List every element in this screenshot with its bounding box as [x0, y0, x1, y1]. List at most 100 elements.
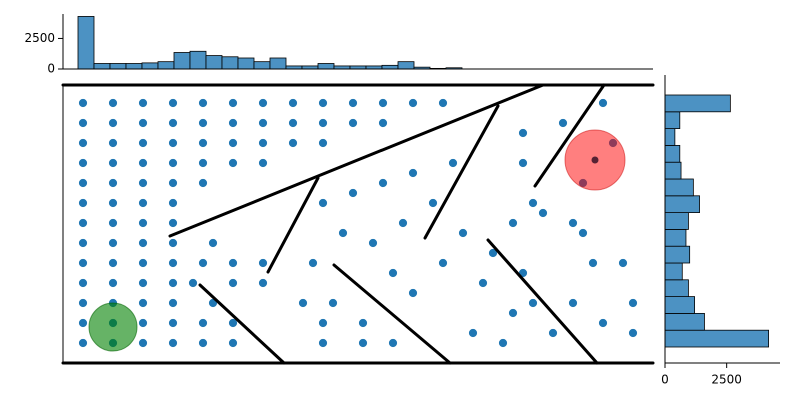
scatter-point [388, 338, 398, 348]
scatter-point [258, 258, 268, 268]
scatter-point [298, 298, 308, 308]
scatter-point [258, 138, 268, 148]
scatter-point [138, 218, 148, 228]
scatter-point [438, 98, 448, 108]
scatter-point [468, 328, 478, 338]
histogram-bar [664, 178, 694, 197]
scatter-point [228, 278, 238, 288]
scatter-point [78, 298, 88, 308]
scatter-point [78, 278, 88, 288]
scatter-point [138, 258, 148, 268]
scatter-point [538, 208, 548, 218]
histogram-bar [157, 61, 175, 70]
scatter-point [168, 198, 178, 208]
scatter-point [548, 328, 558, 338]
scatter-point [628, 298, 638, 308]
histogram-bar [125, 63, 143, 70]
scatter-point [138, 278, 148, 288]
scatter-point [108, 258, 118, 268]
histogram-bar [205, 55, 223, 70]
scatter-point [138, 98, 148, 108]
histogram-bar [664, 296, 696, 314]
scatter-point [108, 218, 118, 228]
scatter-point [428, 198, 438, 208]
scatter-point [198, 118, 208, 128]
scatter-point [78, 258, 88, 268]
scatter-point [188, 278, 198, 288]
scatter-point [78, 318, 88, 328]
scatter-point [618, 258, 628, 268]
scatter-point [108, 198, 118, 208]
scatter-point [518, 158, 528, 168]
scatter-point [378, 118, 388, 128]
histogram-bar [93, 63, 111, 70]
scatter-point [258, 98, 268, 108]
scatter-point [388, 268, 398, 278]
scatter-point [288, 138, 298, 148]
histogram-bar [237, 57, 255, 70]
scatter-point [258, 118, 268, 128]
scatter-point [138, 178, 148, 188]
scatter-point [138, 138, 148, 148]
scatter-point [108, 238, 118, 248]
histogram-bar [189, 50, 207, 70]
scatter-point [168, 238, 178, 248]
scatter-point [78, 178, 88, 188]
histogram-bar [77, 16, 95, 70]
scatter-point [198, 158, 208, 168]
scatter-point [78, 238, 88, 248]
scatter-point [558, 118, 568, 128]
scatter-point [508, 218, 518, 228]
histogram-bar [317, 63, 335, 70]
histogram-bar [664, 262, 683, 281]
scatter-point [138, 238, 148, 248]
scatter-point [528, 298, 538, 308]
scatter-point [448, 158, 458, 168]
histogram-bar [381, 64, 399, 70]
scatter-point [488, 248, 498, 258]
walls [61, 83, 655, 365]
histogram-bar [221, 56, 239, 70]
scatter-point [78, 198, 88, 208]
scatter-point [168, 158, 178, 168]
scatter-point [498, 338, 508, 348]
y-tick-label: 2500 [24, 31, 55, 45]
scatter-point [228, 158, 238, 168]
y-tick-label: 0 [47, 62, 55, 76]
scatter-point [228, 98, 238, 108]
scatter-point [318, 318, 328, 328]
scatter-point [168, 178, 178, 188]
histogram-bar [664, 245, 691, 264]
histogram-bar [664, 161, 682, 180]
scatter-point [478, 278, 488, 288]
scatter-point [138, 338, 148, 348]
scatter-point [348, 188, 358, 198]
scatter-point [408, 288, 418, 298]
scatter-point [138, 158, 148, 168]
scatter-point [228, 318, 238, 328]
scatter-point [198, 258, 208, 268]
histogram-bar [664, 329, 769, 348]
scatter-point [78, 338, 88, 348]
scatter-point [198, 338, 208, 348]
scatter-point [318, 338, 328, 348]
scatter-point [258, 158, 268, 168]
scatter-point [568, 218, 578, 228]
wall [423, 104, 500, 240]
scatter-point [168, 98, 178, 108]
histogram-bar [664, 312, 705, 331]
scatter-point [108, 138, 118, 148]
scatter-point [258, 278, 268, 288]
scatter-point [408, 98, 418, 108]
histogram-bar [664, 195, 700, 214]
histogram-bar [397, 61, 415, 70]
scatter-point [328, 298, 338, 308]
scatter-point [78, 118, 88, 128]
agent-marker [591, 156, 599, 164]
scatter-point [628, 328, 638, 338]
scatter-point [78, 158, 88, 168]
scatter-point [568, 298, 578, 308]
scatter-point [78, 138, 88, 148]
